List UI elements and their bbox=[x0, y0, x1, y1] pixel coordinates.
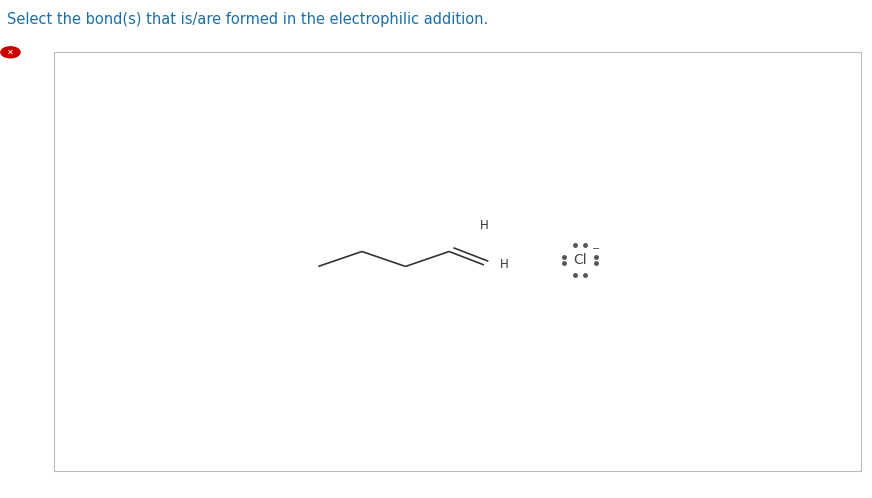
Text: ✕: ✕ bbox=[7, 48, 14, 57]
Circle shape bbox=[1, 47, 20, 58]
Text: Cl: Cl bbox=[573, 253, 587, 267]
FancyBboxPatch shape bbox=[54, 52, 861, 471]
Text: H: H bbox=[500, 258, 508, 271]
Text: H: H bbox=[480, 219, 488, 232]
Text: −: − bbox=[591, 244, 600, 254]
Text: Select the bond(s) that is/are formed in the electrophilic addition.: Select the bond(s) that is/are formed in… bbox=[7, 12, 488, 27]
